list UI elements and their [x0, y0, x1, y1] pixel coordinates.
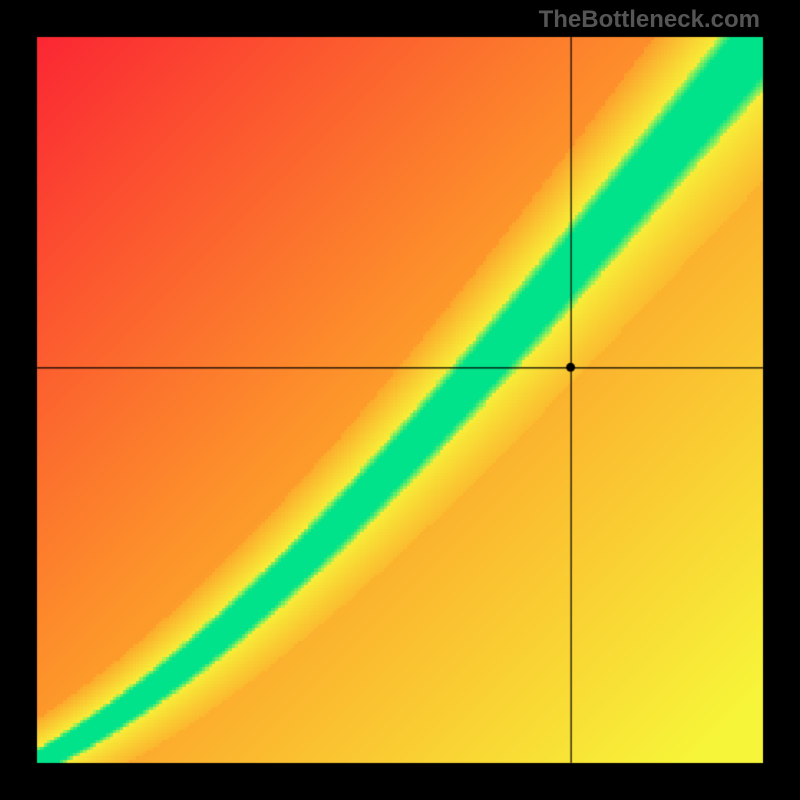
watermark-text: TheBottleneck.com — [539, 6, 760, 34]
crosshair-overlay-canvas — [0, 0, 800, 800]
chart-container: TheBottleneck.com — [0, 0, 800, 800]
